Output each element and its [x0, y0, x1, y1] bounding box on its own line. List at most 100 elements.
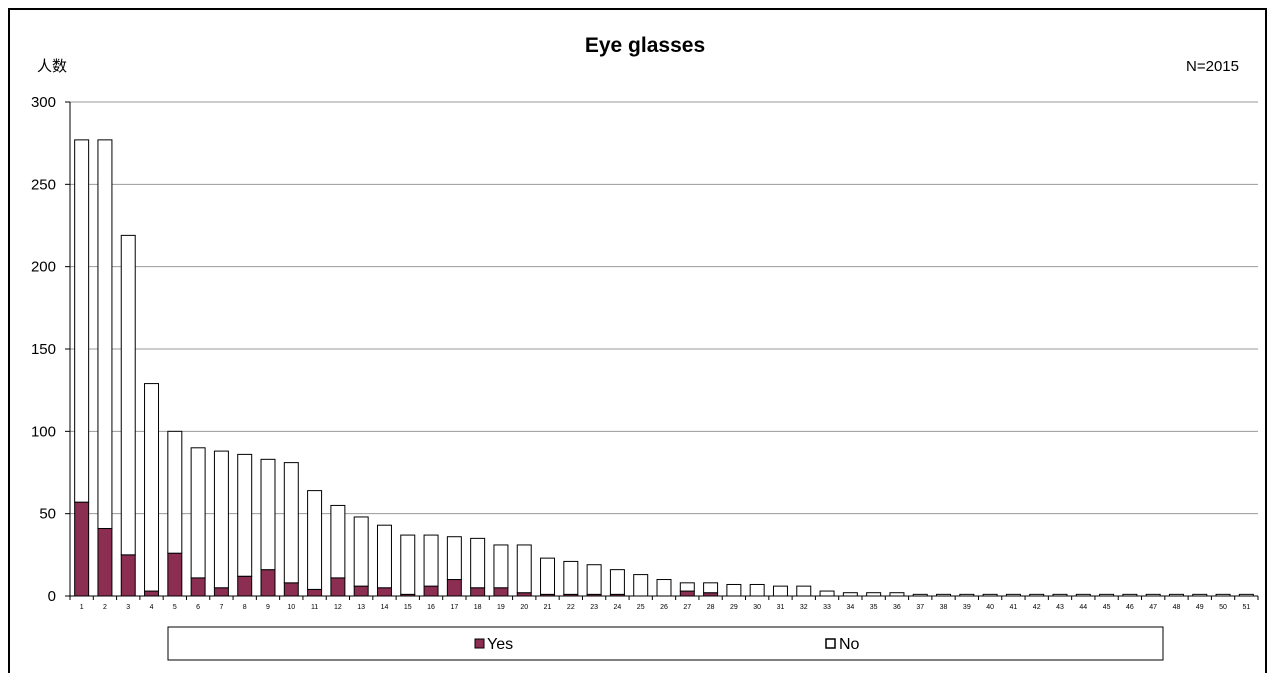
axes: [65, 101, 1259, 600]
x-tick-label: 29: [730, 604, 738, 611]
x-tick-label: 16: [427, 604, 435, 611]
bar-no: [586, 564, 602, 595]
x-tick-label: 10: [287, 604, 295, 611]
x-tick-label: 42: [1033, 604, 1041, 611]
x-tick-label: 23: [590, 604, 598, 611]
x-tick-label: 46: [1126, 604, 1134, 611]
bar-no: [190, 447, 206, 579]
legend-box: [167, 626, 1164, 661]
bar-no: [307, 490, 323, 590]
x-tick-label: 36: [893, 604, 901, 611]
bar-no: [376, 524, 392, 589]
x-tick-label: 44: [1079, 604, 1087, 611]
y-tick-label: 50: [39, 506, 56, 523]
bar-no: [446, 536, 462, 581]
y-tick-label: 0: [48, 588, 56, 605]
bar-no: [144, 383, 160, 592]
gridlines: [70, 101, 1258, 515]
bar-no: [563, 560, 579, 595]
x-tick-label: 13: [357, 604, 365, 611]
bar-no: [97, 139, 113, 529]
bar-no: [260, 458, 276, 571]
bar-no: [772, 585, 788, 597]
x-tick-label: 45: [1103, 604, 1111, 611]
bar-no: [470, 537, 486, 589]
bar-no: [237, 453, 253, 577]
legend: Yes No: [167, 626, 1164, 661]
x-tick-labels: 1 2 3 4 5 6 7 8 9 10 11 12 13 14 15 16 17 18 19 20 21 22 23 24 2…: [80, 604, 1251, 611]
bar-yes: [190, 577, 206, 597]
x-tick-label: 18: [474, 604, 482, 611]
bar-yes: [446, 579, 462, 597]
x-tick-label: 32: [800, 604, 808, 611]
bar-no: [633, 574, 649, 597]
y-tick-label: 250: [31, 176, 56, 193]
bar-no: [679, 582, 695, 592]
x-tick-label: 25: [637, 604, 645, 611]
bar-yes: [144, 590, 160, 597]
bar-yes: [470, 587, 486, 597]
bar-yes: [74, 501, 90, 597]
legend-swatch-yes: [474, 638, 485, 649]
legend-label-yes: Yes: [487, 636, 513, 653]
x-tick-label: 43: [1056, 604, 1064, 611]
legend-swatch-no: [825, 638, 836, 649]
x-tick-label: 37: [916, 604, 924, 611]
y-tick-label: 300: [31, 94, 56, 111]
bar-yes: [97, 527, 113, 597]
bar-yes: [353, 585, 369, 597]
bar-yes: [330, 577, 346, 597]
bar-no: [516, 544, 532, 594]
y-tick-label: 200: [31, 259, 56, 276]
bar-no: [656, 579, 672, 597]
x-tick-label: 9: [266, 604, 270, 611]
bar-yes: [679, 590, 695, 597]
bar-yes: [120, 554, 136, 597]
bar-no: [423, 534, 439, 587]
bar-no: [493, 544, 509, 589]
x-tick-label: 21: [544, 604, 552, 611]
x-tick-label: 22: [567, 604, 575, 611]
bar-no: [609, 569, 625, 595]
x-tick-label: 48: [1173, 604, 1181, 611]
bar-yes: [283, 582, 299, 597]
x-tick-label: 24: [614, 604, 622, 611]
x-tick-label: 19: [497, 604, 505, 611]
x-tick-label: 47: [1149, 604, 1157, 611]
bar-no: [819, 590, 835, 597]
bar-no: [353, 516, 369, 587]
bar-yes: [260, 569, 276, 597]
sample-size-annotation: N=2015: [1186, 58, 1239, 75]
x-tick-label: 2: [103, 604, 107, 611]
x-tick-label: 35: [870, 604, 878, 611]
bars: [74, 139, 1254, 597]
x-tick-label: 27: [683, 604, 691, 611]
bar-no: [703, 582, 719, 594]
x-tick-label: 28: [707, 604, 715, 611]
bar-no: [283, 462, 299, 584]
x-tick-label: 14: [381, 604, 389, 611]
x-tick-label: 38: [940, 604, 948, 611]
x-tick-label: 20: [520, 604, 528, 611]
bar-no: [74, 139, 90, 503]
bar-no: [796, 585, 812, 597]
chart-title: Eye glasses: [585, 34, 705, 57]
bar-no: [400, 534, 416, 595]
bar-yes: [493, 587, 509, 597]
x-tick-label: 39: [963, 604, 971, 611]
bar-yes: [307, 588, 323, 597]
y-tick-label: 150: [31, 341, 56, 358]
x-tick-label: 41: [1010, 604, 1018, 611]
x-tick-label: 8: [243, 604, 247, 611]
x-tick-label: 5: [173, 604, 177, 611]
y-tick-label: 100: [31, 423, 56, 440]
x-tick-label: 1: [80, 604, 84, 611]
y-tick-labels: 0 50 100 150 200 250 300: [31, 94, 56, 605]
bar-yes: [237, 575, 253, 597]
x-tick-label: 31: [777, 604, 785, 611]
x-tick-label: 17: [450, 604, 458, 611]
x-tick-label: 40: [986, 604, 994, 611]
bar-yes: [167, 552, 183, 597]
y-axis-label: 人数: [37, 58, 67, 75]
